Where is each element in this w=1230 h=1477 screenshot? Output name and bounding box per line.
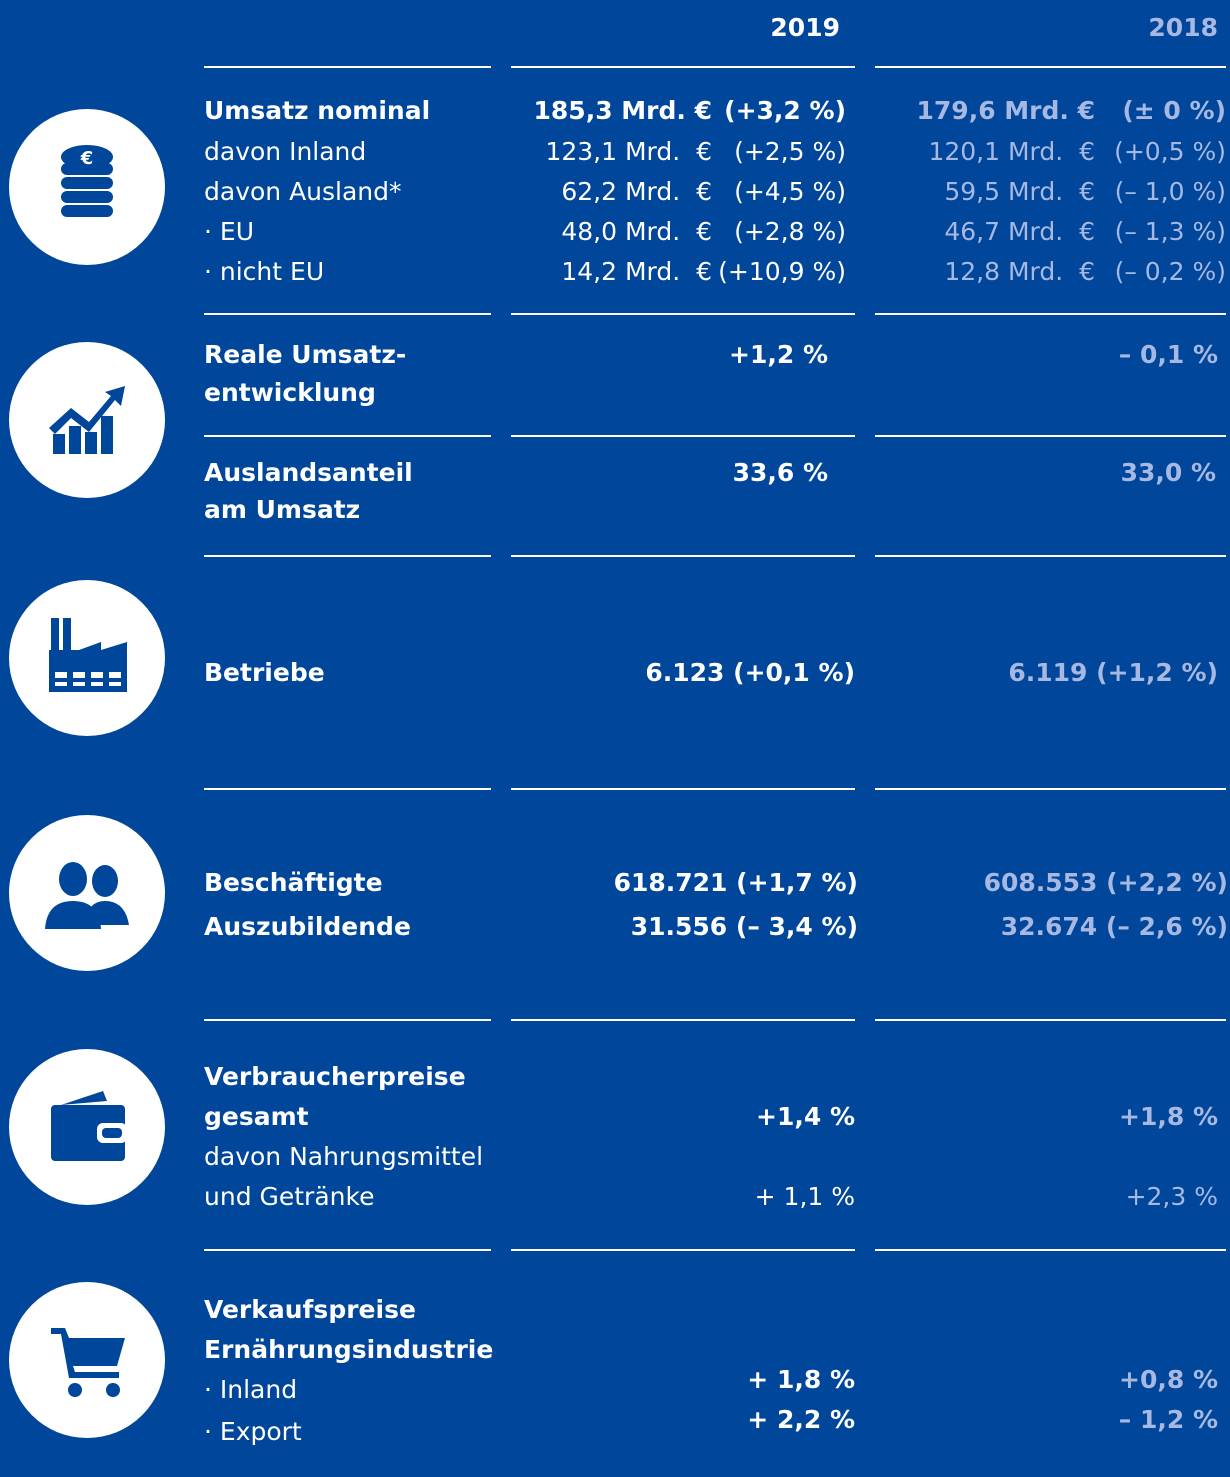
row-label: Reale Umsatz- bbox=[204, 340, 407, 369]
value: (± 0 %) bbox=[1122, 96, 1226, 125]
value: 618.721 (+1,7 %) bbox=[613, 868, 858, 897]
rule bbox=[511, 788, 855, 790]
factory-icon bbox=[9, 580, 165, 736]
value: 32.674 (– 2,6 %) bbox=[1000, 912, 1228, 941]
rule bbox=[204, 66, 491, 68]
value: (+3,2 %) bbox=[724, 96, 846, 125]
row-label: davon Inland bbox=[204, 137, 367, 166]
row-label: Beschäftigte bbox=[204, 868, 383, 897]
row-label: Verbraucherpreise bbox=[204, 1062, 466, 1091]
value: – 1,2 % bbox=[1118, 1405, 1218, 1434]
value: 14,2 Mrd. € bbox=[561, 257, 712, 286]
value: 120,1 Mrd. € bbox=[928, 137, 1095, 166]
rule bbox=[204, 1019, 491, 1021]
value: 31.556 (– 3,4 %) bbox=[630, 912, 858, 941]
rule bbox=[875, 435, 1226, 437]
value: 185,3 Mrd. € bbox=[533, 96, 712, 125]
rule bbox=[511, 313, 855, 315]
row-label: Verkaufspreise bbox=[204, 1295, 416, 1324]
rule bbox=[204, 313, 491, 315]
rule bbox=[204, 1249, 491, 1251]
rule bbox=[875, 1019, 1226, 1021]
rule bbox=[875, 788, 1226, 790]
value: (+0,5 %) bbox=[1114, 137, 1226, 166]
row-label: · Export bbox=[204, 1417, 302, 1446]
rule bbox=[204, 435, 491, 437]
value: 33,0 % bbox=[1120, 458, 1216, 487]
wallet-icon bbox=[9, 1049, 165, 1205]
value: 48,0 Mrd. € bbox=[561, 217, 712, 246]
people-icon bbox=[9, 815, 165, 971]
row-label: gesamt bbox=[204, 1102, 309, 1131]
rule bbox=[511, 1249, 855, 1251]
row-label: Umsatz nominal bbox=[204, 96, 431, 125]
value: (– 1,0 %) bbox=[1114, 177, 1226, 206]
value: + 1,1 % bbox=[754, 1182, 855, 1211]
value: +1,8 % bbox=[1119, 1102, 1218, 1131]
rule bbox=[204, 555, 491, 557]
value: (– 0,2 %) bbox=[1114, 257, 1226, 286]
value: (– 1,3 %) bbox=[1114, 217, 1226, 246]
rule bbox=[511, 66, 855, 68]
row-label: · EU bbox=[204, 217, 254, 246]
row-label: Auszubildende bbox=[204, 912, 411, 941]
row-label: entwicklung bbox=[204, 378, 376, 407]
value: 608.553 (+2,2 %) bbox=[983, 868, 1228, 897]
rule bbox=[511, 555, 855, 557]
rule bbox=[511, 435, 855, 437]
value: – 0,1 % bbox=[1118, 340, 1218, 369]
column-header: 2018 bbox=[1148, 13, 1218, 42]
rule bbox=[875, 313, 1226, 315]
coins-icon: € bbox=[9, 109, 165, 265]
cart-icon bbox=[9, 1282, 165, 1438]
value: 46,7 Mrd. € bbox=[944, 217, 1095, 246]
rule bbox=[875, 1249, 1226, 1251]
rule bbox=[204, 788, 491, 790]
row-label: Betriebe bbox=[204, 658, 325, 687]
row-label: davon Ausland* bbox=[204, 177, 402, 206]
value: 12,8 Mrd. € bbox=[944, 257, 1095, 286]
growth-icon bbox=[9, 342, 165, 498]
value: +2,3 % bbox=[1125, 1182, 1218, 1211]
value: 62,2 Mrd. € bbox=[561, 177, 712, 206]
svg-text:€: € bbox=[80, 148, 94, 169]
value: + 1,8 % bbox=[747, 1365, 855, 1394]
value: + 2,2 % bbox=[747, 1405, 855, 1434]
row-label: davon Nahrungsmittel bbox=[204, 1142, 484, 1171]
value: 59,5 Mrd. € bbox=[944, 177, 1095, 206]
value: +0,8 % bbox=[1119, 1365, 1218, 1394]
column-header: 2019 bbox=[770, 13, 840, 42]
value: +1,2 % bbox=[729, 340, 828, 369]
row-label: · nicht EU bbox=[204, 257, 325, 286]
value: 179,6 Mrd. € bbox=[916, 96, 1095, 125]
row-label: · Inland bbox=[204, 1375, 298, 1404]
row-label: Ernährungsindustrie bbox=[204, 1335, 494, 1364]
value: 123,1 Mrd. € bbox=[545, 137, 712, 166]
value: (+4,5 %) bbox=[734, 177, 846, 206]
value: (+10,9 %) bbox=[718, 257, 846, 286]
row-label: Auslandsanteil bbox=[204, 458, 413, 487]
value: (+2,5 %) bbox=[734, 137, 846, 166]
row-label: und Getränke bbox=[204, 1182, 375, 1211]
rule bbox=[875, 555, 1226, 557]
value: (+2,8 %) bbox=[734, 217, 846, 246]
rule bbox=[511, 1019, 855, 1021]
row-label: am Umsatz bbox=[204, 495, 361, 524]
value: 33,6 % bbox=[732, 458, 828, 487]
rule bbox=[875, 66, 1226, 68]
value: +1,4 % bbox=[756, 1102, 855, 1131]
value: 6.119 (+1,2 %) bbox=[1008, 658, 1218, 687]
value: 6.123 (+0,1 %) bbox=[645, 658, 855, 687]
